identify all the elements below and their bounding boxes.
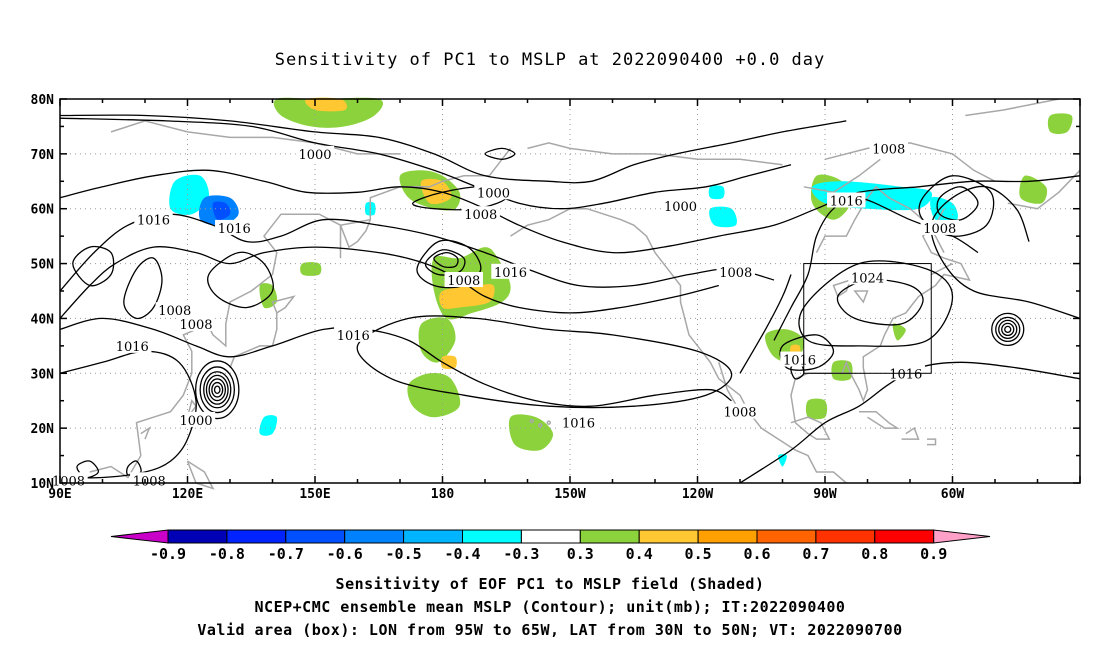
colorbar-right-arrow [933, 529, 991, 544]
lat-tick-label: 60N [31, 203, 55, 218]
lon-tick-label: 120W [682, 487, 713, 502]
valid-area-rectangle [803, 263, 932, 374]
caption-line-1: Sensitivity of EOF PC1 to MSLP field (Sh… [335, 575, 765, 593]
caption-line-2: NCEP+CMC ensemble mean MSLP (Contour); u… [254, 598, 846, 616]
contour-label: 1000 [477, 186, 510, 201]
colorbar-swatch [756, 529, 817, 544]
colorbar-label: 0.3 [567, 545, 594, 563]
contour-label: 1016 [562, 417, 595, 432]
colorbar-label: -0.4 [444, 545, 480, 563]
longitude-labels: 90E 120E 150E 180 150W 120W 90W 60W [48, 487, 964, 502]
colorbar-swatch [403, 529, 464, 544]
colorbar-label: 0.4 [626, 545, 653, 563]
colorbar-swatch [226, 529, 287, 544]
lon-tick-label: 150E [299, 487, 330, 502]
colorbar-label: -0.5 [386, 545, 422, 563]
valid-area-box [803, 263, 932, 374]
contour-label: 1016 [889, 367, 922, 382]
colorbar-swatch [579, 529, 640, 544]
lon-tick-label: 180 [431, 487, 455, 502]
colorbar-swatch [167, 529, 228, 544]
contour-label: 1000 [298, 148, 331, 163]
axis-ticks [59, 98, 1081, 484]
contour-label: 1016 [337, 329, 370, 344]
latitude-labels: 80N 70N 60N 50N 40N 30N 20N 10N [31, 93, 55, 492]
lon-tick-label: 90W [813, 487, 837, 502]
colorbar-label: -0.8 [209, 545, 245, 563]
sensitivity-map: 1000 1008 1000 1008 1000 1016 1016 1016 1008 1016… [31, 93, 1081, 502]
colorbar-label: 0.5 [685, 545, 712, 563]
lat-tick-label: 40N [31, 312, 55, 327]
contour-label: 1008 [133, 474, 166, 489]
lon-tick-label: 90E [48, 487, 71, 502]
caption-line-3: Valid area (box): LON from 95W to 65W, L… [197, 621, 903, 639]
contour-label: 1024 [851, 271, 884, 286]
contour-label: 1008 [923, 222, 956, 237]
colorbar-swatch [285, 529, 346, 544]
plot-title: Sensitivity of PC1 to MSLP at 2022090400… [274, 50, 826, 70]
contour-label: 1008 [872, 142, 905, 157]
contour-label: 1008 [464, 208, 497, 223]
colorbar-swatch [638, 529, 699, 544]
contour-label: 1016 [137, 214, 170, 229]
lon-tick-label: 150W [554, 487, 585, 502]
colorbar-label: 0.9 [920, 545, 947, 563]
lon-tick-label: 60W [941, 487, 965, 502]
contour-label: 1000 [664, 200, 697, 215]
contour-label: 1008 [179, 318, 212, 333]
colorbar-swatch [520, 529, 581, 544]
contour-label: 1008 [719, 266, 752, 281]
colorbar: -0.9 -0.8 -0.7 -0.6 -0.5 -0.4 -0.3 0.3 0.4 0.5 0.6… [110, 529, 991, 563]
colorbar-left-arrow [110, 529, 169, 544]
lat-tick-label: 20N [31, 422, 55, 437]
colorbar-label: 0.8 [861, 545, 888, 563]
contour-label: 1016 [830, 194, 863, 209]
colorbar-swatch [344, 529, 405, 544]
colorbar-label: -0.6 [327, 545, 363, 563]
coastlines [89, 98, 1081, 490]
contour-label: 1016 [783, 354, 816, 369]
contour-label: 1016 [494, 266, 527, 281]
lon-tick-label: 120E [172, 487, 203, 502]
contour-label: 1016 [116, 340, 149, 355]
contour-label: 1008 [158, 304, 191, 319]
colorbar-label: 0.7 [802, 545, 829, 563]
colorbar-swatch [697, 529, 758, 544]
contour-labels: 1000 1008 1000 1008 1000 1016 1016 1016 1008 1016… [49, 140, 959, 489]
colorbar-label: -0.3 [503, 545, 539, 563]
lat-tick-label: 70N [31, 148, 55, 163]
contour-label: 1008 [723, 406, 756, 421]
sensitivity-shading [169, 97, 1073, 467]
lat-tick-label: 10N [31, 477, 55, 492]
colorbar-swatch [815, 529, 876, 544]
colorbar-swatch [874, 529, 935, 544]
colorbar-swatch [462, 529, 522, 544]
colorbar-label: -0.9 [150, 545, 186, 563]
contour-label: 1008 [447, 274, 480, 289]
contour-label: 1000 [179, 414, 212, 429]
lat-tick-label: 50N [31, 258, 55, 273]
lat-tick-label: 30N [31, 367, 55, 382]
colorbar-label: 0.6 [743, 545, 770, 563]
colorbar-label: -0.7 [268, 545, 304, 563]
contour-label: 1016 [218, 222, 251, 237]
lat-tick-label: 80N [31, 93, 55, 108]
